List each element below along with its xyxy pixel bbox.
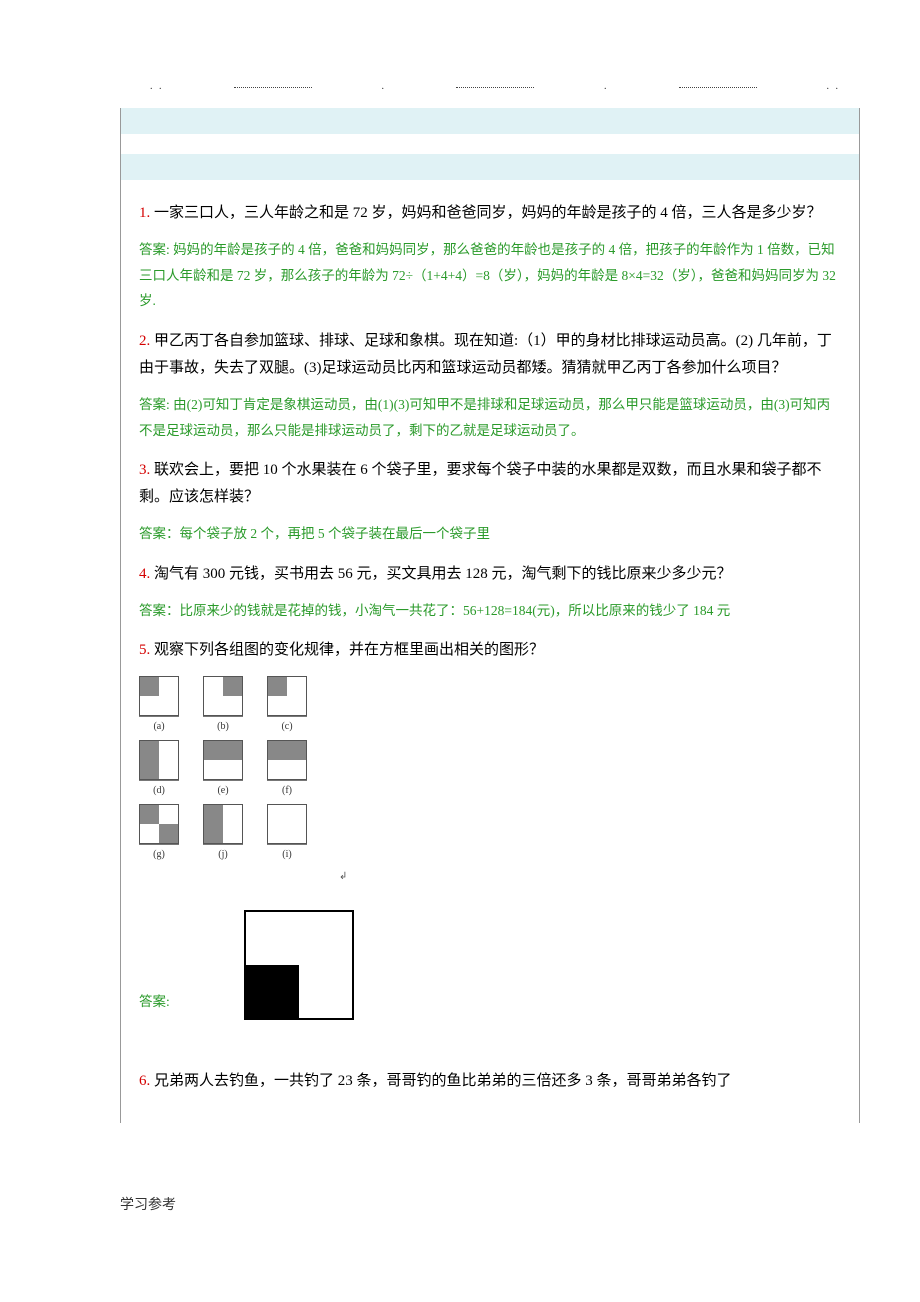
- question-text: 兄弟两人去钓鱼，一共钓了 23 条，哥哥钓的鱼比弟弟的三倍还多 3 条，哥哥弟弟…: [154, 1073, 732, 1089]
- question-text: 淘气有 300 元钱，买书用去 56 元，买文具用去 128 元，淘气剩下的钱比…: [154, 566, 732, 582]
- pattern-caption: (g): [139, 844, 179, 864]
- header-mark: . .: [150, 78, 164, 96]
- pattern-tile: [139, 740, 179, 780]
- pattern-cell: (j): [203, 804, 243, 864]
- question-number: 6.: [139, 1073, 150, 1089]
- pattern-quad: [287, 741, 306, 760]
- question-text: 联欢会上，要把 10 个水果装在 6 个袋子里，要求每个袋子中装的水果都是双数，…: [139, 462, 822, 505]
- pattern-quad: [223, 741, 242, 760]
- pattern-caption: (e): [203, 780, 243, 800]
- pattern-tile: [267, 740, 307, 780]
- pattern-caption: (d): [139, 780, 179, 800]
- pattern-row: (d) (e) (f): [139, 740, 841, 800]
- pattern-quad: [204, 805, 223, 824]
- pattern-tile: [203, 804, 243, 844]
- question-6: 6. 兄弟两人去钓鱼，一共钓了 23 条，哥哥钓的鱼比弟弟的三倍还多 3 条，哥…: [139, 1068, 841, 1095]
- answer-2: 答案: 由(2)可知丁肯定是象棋运动员，由(1)(3)可知甲不是排球和足球运动员…: [139, 392, 841, 443]
- pattern-caption: (c): [267, 716, 307, 736]
- header-mark: . .: [827, 78, 841, 96]
- question-5: 5. 观察下列各组图的变化规律，并在方框里画出相关的图形？: [139, 637, 841, 664]
- decor-gap: [121, 134, 859, 154]
- pattern-cell: (f): [267, 740, 307, 800]
- pattern-tile: [267, 804, 307, 844]
- pattern-row: (a) (b) (c): [139, 676, 841, 736]
- question-number: 5.: [139, 642, 150, 658]
- question-4: 4. 淘气有 300 元钱，买书用去 56 元，买文具用去 128 元，淘气剩下…: [139, 561, 841, 588]
- pattern-quad: [204, 741, 223, 760]
- pattern-quad: [140, 677, 159, 696]
- answer-tile-fill: [246, 965, 299, 1018]
- answer-tile: [244, 910, 354, 1020]
- pattern-caption: (b): [203, 716, 243, 736]
- pattern-row: (g) (j) (i): [139, 804, 841, 864]
- question-text: 一家三口人，三人年龄之和是 72 岁，妈妈和爸爸同岁，妈妈的年龄是孩子的 4 倍…: [154, 205, 822, 221]
- pattern-cell: (i): [267, 804, 307, 864]
- pattern-cell: (b): [203, 676, 243, 736]
- question-1: 1. 一家三口人，三人年龄之和是 72 岁，妈妈和爸爸同岁，妈妈的年龄是孩子的 …: [139, 200, 841, 227]
- pattern-cell: (a): [139, 676, 179, 736]
- answer-1: 答案: 妈妈的年龄是孩子的 4 倍，爸爸和妈妈同岁，那么爸爸的年龄也是孩子的 4…: [139, 237, 841, 314]
- answer-4: 答案：比原来少的钱就是花掉的钱，小淘气一共花了：56+128=184(元)，所以…: [139, 598, 841, 624]
- pattern-tile: [139, 676, 179, 716]
- question-number: 1.: [139, 205, 150, 221]
- pattern-tile: [139, 804, 179, 844]
- pattern-quad: [268, 677, 287, 696]
- answer-3: 答案：每个袋子放 2 个，再把 5 个袋子装在最后一个袋子里: [139, 521, 841, 547]
- pattern-quad: [268, 741, 287, 760]
- pattern-caption: (i): [267, 844, 307, 864]
- answer-label: 答案:: [139, 990, 170, 1014]
- pattern-quad: [159, 824, 178, 843]
- question-number: 4.: [139, 566, 150, 582]
- header-rule: . . . . . .: [150, 78, 840, 86]
- question-text: 观察下列各组图的变化规律，并在方框里画出相关的图形？: [154, 642, 544, 658]
- pattern-cell: (g): [139, 804, 179, 864]
- pattern-tile: [267, 676, 307, 716]
- pattern-caption: (j): [203, 844, 243, 864]
- pattern-quad: [140, 741, 159, 760]
- pattern-grid: (a) (b) (c) (d) (e) (f) (g) (j) (i) ↲: [139, 676, 841, 886]
- question-3: 3. 联欢会上，要把 10 个水果装在 6 个袋子里，要求每个袋子中装的水果都是…: [139, 457, 841, 511]
- pattern-caption: (f): [267, 780, 307, 800]
- decor-band-top: [121, 108, 859, 134]
- pattern-cell: (d): [139, 740, 179, 800]
- pattern-cell: (e): [203, 740, 243, 800]
- page-footer: 学习参考: [120, 1193, 860, 1218]
- header-mark: .: [604, 78, 609, 96]
- pattern-tile: [203, 676, 243, 716]
- header-mark: .: [382, 78, 387, 96]
- question-number: 2.: [139, 333, 150, 349]
- pattern-quad: [223, 677, 242, 696]
- answer-5: 答案:: [139, 890, 841, 1020]
- pattern-trail: ↲: [339, 868, 841, 886]
- pattern-quad: [204, 824, 223, 843]
- pattern-cell: (c): [267, 676, 307, 736]
- pattern-tile: [203, 740, 243, 780]
- pattern-quad: [140, 760, 159, 779]
- question-number: 3.: [139, 462, 150, 478]
- pattern-caption: (a): [139, 716, 179, 736]
- decor-band-bottom: [121, 154, 859, 180]
- question-text: 甲乙丙丁各自参加篮球、排球、足球和象棋。现在知道:（1）甲的身材比排球运动员高。…: [139, 333, 832, 376]
- pattern-quad: [140, 805, 159, 824]
- content-frame: 1. 一家三口人，三人年龄之和是 72 岁，妈妈和爸爸同岁，妈妈的年龄是孩子的 …: [120, 108, 860, 1123]
- question-2: 2. 甲乙丙丁各自参加篮球、排球、足球和象棋。现在知道:（1）甲的身材比排球运动…: [139, 328, 841, 382]
